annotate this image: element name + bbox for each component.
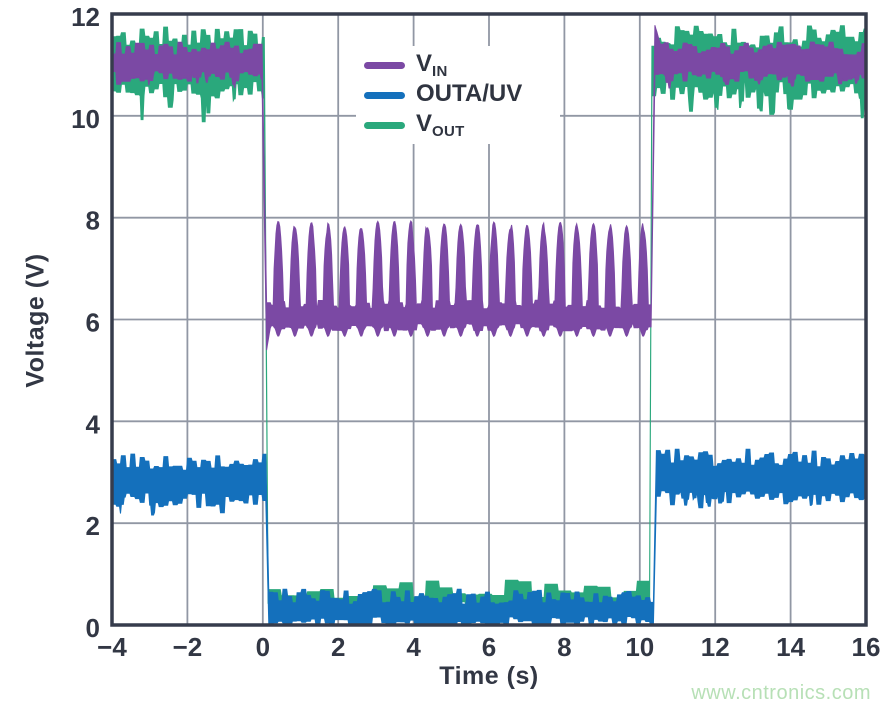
y-tick-label: 10: [71, 104, 100, 134]
tick-labels: −4 −2 0 2 4 6 8 10 12 14 16 0 2 4 6 8 10 12: [71, 2, 880, 662]
legend-swatch-vout: [364, 121, 405, 129]
x-tick-label: 10: [625, 632, 654, 662]
legend-swatch-outa-uv: [364, 91, 405, 99]
legend-label-outa-uv: OUTA/UV: [416, 79, 523, 107]
legend-item-vin: VIN: [364, 50, 560, 80]
x-tick-label: 6: [482, 632, 496, 662]
y-tick-label: 8: [86, 206, 100, 236]
x-tick-label: −2: [173, 632, 203, 662]
x-tick-label: 12: [701, 632, 730, 662]
y-tick-label: 4: [86, 409, 101, 439]
x-tick-label: −4: [97, 632, 127, 662]
plot-frame: [110, 12, 868, 627]
watermark: www.cntronics.com: [691, 682, 871, 704]
x-tick-label: 14: [776, 632, 805, 662]
y-tick-label: 12: [71, 2, 100, 32]
legend: VIN OUTA/UV VOUT: [356, 46, 560, 144]
x-tick-label: 2: [331, 632, 345, 662]
x-tick-label: 0: [256, 632, 270, 662]
legend-swatch-vin: [364, 61, 405, 69]
x-tick-label: 8: [557, 632, 571, 662]
legend-item-outa-uv: OUTA/UV: [364, 80, 560, 110]
x-axis-title: Time (s): [439, 662, 539, 690]
legend-label-vin: VIN: [416, 49, 448, 80]
y-tick-label: 0: [86, 613, 100, 643]
y-axis-title: Voltage (V): [21, 253, 50, 388]
y-tick-label: 2: [86, 511, 100, 541]
legend-label-vout: VOUT: [416, 109, 465, 140]
y-tick-label: 6: [86, 308, 100, 338]
x-tick-label: 4: [406, 632, 421, 662]
legend-item-vout: VOUT: [364, 110, 560, 140]
x-tick-label: 16: [852, 632, 881, 662]
